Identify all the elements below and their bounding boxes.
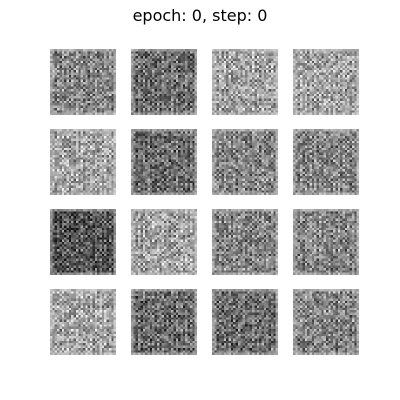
sample-image (293, 209, 359, 275)
generated-sample-6 (131, 129, 197, 195)
sample-image (293, 49, 359, 115)
sample-image (212, 129, 278, 195)
generated-sample-13 (50, 289, 116, 355)
sample-image (293, 129, 359, 195)
generated-sample-4 (293, 49, 359, 115)
generated-sample-5 (50, 129, 116, 195)
sample-image (131, 49, 197, 115)
sample-image (50, 209, 116, 275)
generated-sample-11 (212, 209, 278, 275)
generated-sample-8 (293, 129, 359, 195)
generated-sample-16 (293, 289, 359, 355)
figure-title: epoch: 0, step: 0 (132, 6, 268, 25)
generated-sample-14 (131, 289, 197, 355)
generated-sample-2 (131, 49, 197, 115)
sample-image (131, 129, 197, 195)
sample-image (212, 49, 278, 115)
sample-image (131, 209, 197, 275)
generated-sample-7 (212, 129, 278, 195)
generated-sample-15 (212, 289, 278, 355)
sample-image (50, 289, 116, 355)
sample-image (212, 289, 278, 355)
sample-image (50, 49, 116, 115)
generated-sample-12 (293, 209, 359, 275)
sample-image (131, 289, 197, 355)
generated-sample-3 (212, 49, 278, 115)
generated-sample-10 (131, 209, 197, 275)
sample-image (212, 209, 278, 275)
generated-sample-9 (50, 209, 116, 275)
generated-sample-1 (50, 49, 116, 115)
sample-image (293, 289, 359, 355)
sample-image (50, 129, 116, 195)
